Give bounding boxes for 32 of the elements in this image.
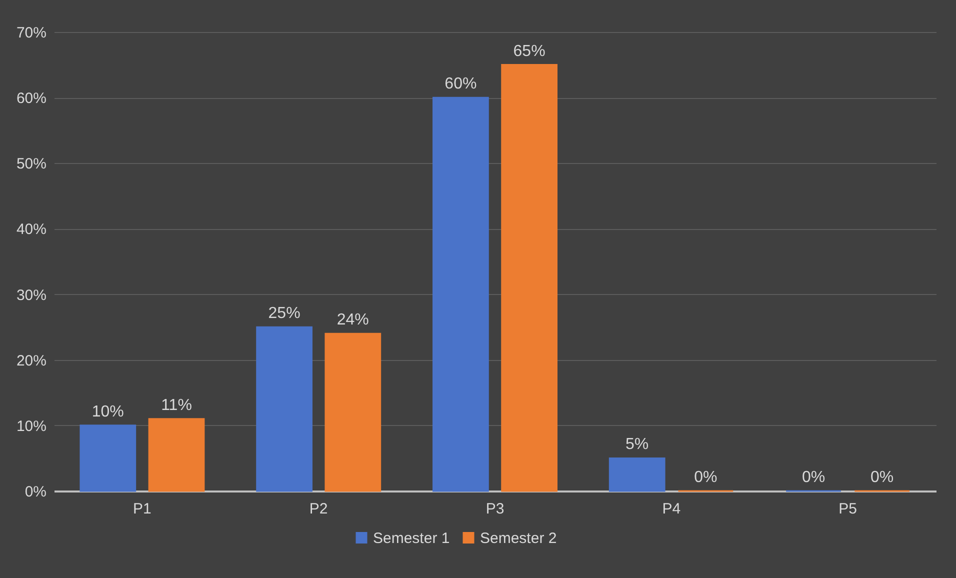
legend-label: Semester 2 xyxy=(480,530,557,547)
data-label: 5% xyxy=(626,436,649,454)
data-label: 65% xyxy=(513,42,546,60)
bar xyxy=(324,332,382,492)
y-tick-label: 0% xyxy=(24,484,46,500)
y-tick-label: 40% xyxy=(16,221,46,238)
bar xyxy=(432,96,489,492)
data-label: 11% xyxy=(161,396,192,414)
bar xyxy=(148,418,205,492)
x-tick-label: P5 xyxy=(838,500,857,518)
data-label: 25% xyxy=(268,305,300,322)
y-tick-label: 20% xyxy=(16,352,46,370)
bar xyxy=(608,457,666,492)
data-label: 10% xyxy=(92,403,124,420)
y-tick-label: 60% xyxy=(16,90,46,108)
data-label: 24% xyxy=(336,312,369,329)
x-tick-label: P4 xyxy=(662,500,681,518)
x-tick-label: P2 xyxy=(309,500,328,518)
bar xyxy=(80,424,136,492)
bar xyxy=(501,64,558,492)
y-tick-label: 50% xyxy=(16,156,46,173)
y-tick-label: 30% xyxy=(16,286,46,304)
x-tick-label: P1 xyxy=(133,500,152,518)
data-label: 0% xyxy=(802,469,826,486)
bar xyxy=(256,326,312,492)
y-tick-label: 10% xyxy=(16,418,46,435)
legend-label: Semester 1 xyxy=(373,530,450,547)
y-tick-label: 70% xyxy=(16,24,46,42)
data-label: 0% xyxy=(694,469,718,486)
x-tick-label: P3 xyxy=(486,500,504,518)
data-label: 60% xyxy=(444,76,477,93)
data-label: 0% xyxy=(870,469,894,486)
